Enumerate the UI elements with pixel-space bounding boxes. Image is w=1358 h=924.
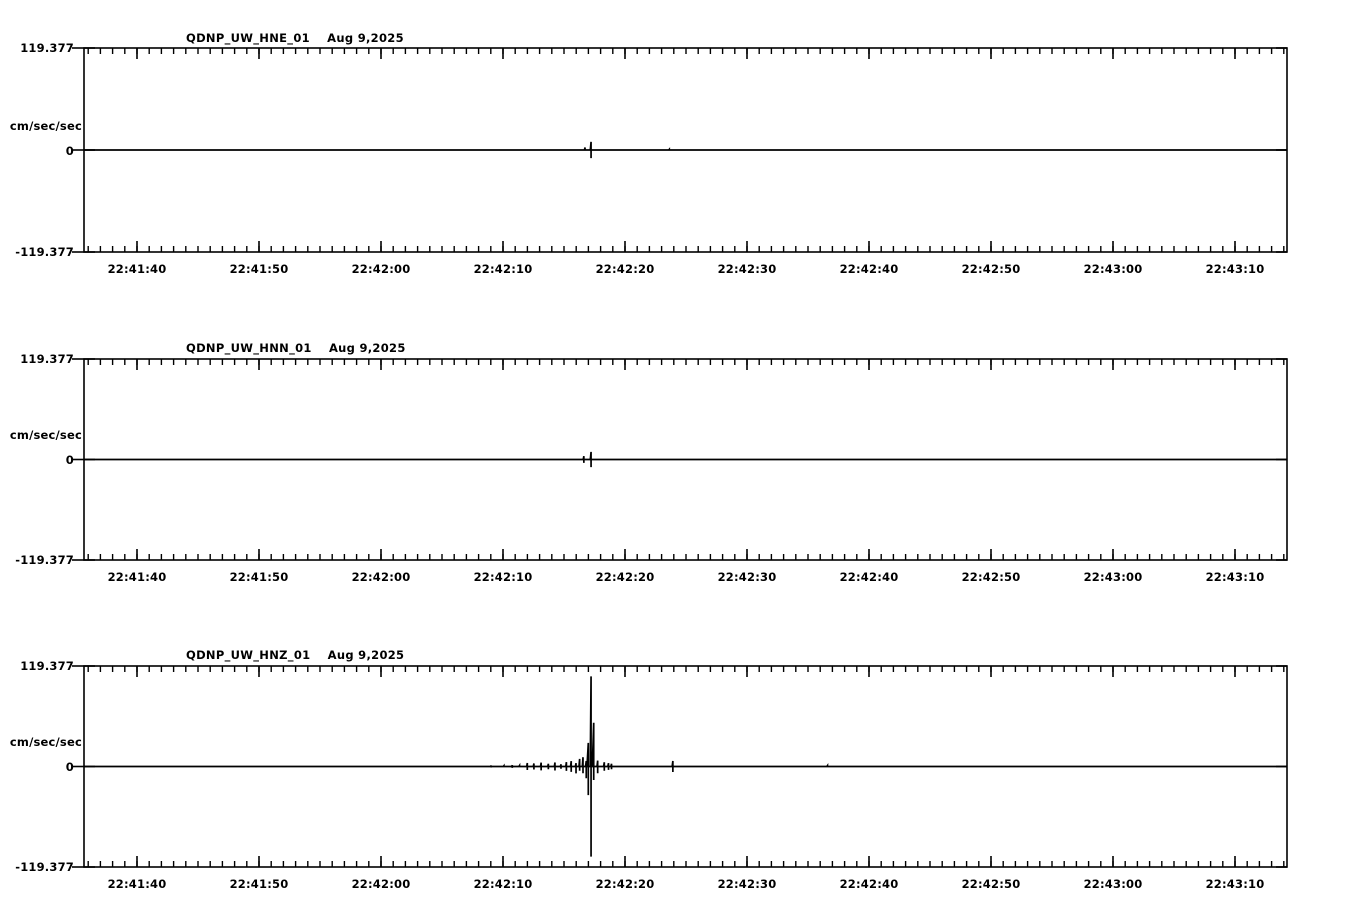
waveform-trace-hne (84, 141, 1287, 159)
x-tick-label: 22:42:20 (596, 570, 655, 584)
y-zero-label: 0 (66, 144, 74, 158)
y-units-label: cm/sec/sec (10, 735, 82, 749)
x-tick-label: 22:42:20 (596, 877, 655, 891)
panel-hnn-ticks (72, 358, 1287, 561)
x-tick-label: 22:42:50 (962, 570, 1021, 584)
x-tick-label: 22:42:30 (718, 570, 777, 584)
x-tick-label: 22:41:50 (230, 262, 289, 276)
panel-hnz: QDNP_UW_HNZ_01 Aug 9,2025 119.377 cm/sec… (0, 618, 1358, 924)
x-tick-label: 22:42:50 (962, 262, 1021, 276)
waveform-trace-hnn (84, 451, 1287, 468)
x-tick-label: 22:42:30 (718, 877, 777, 891)
x-tick-label: 22:41:40 (108, 877, 167, 891)
y-units-label: cm/sec/sec (10, 428, 82, 442)
panel-hnn-ytick-labels: 119.377 cm/sec/sec 0 -119.377 (10, 352, 82, 567)
panel-hnz-title: QDNP_UW_HNZ_01 Aug 9,2025 (186, 648, 405, 662)
x-tick-label: 22:42:10 (474, 570, 533, 584)
x-tick-label: 22:42:30 (718, 262, 777, 276)
panel-hnn-xtick-labels: 22:41:40 22:41:50 22:42:00 22:42:10 22:42:20… (108, 570, 1265, 584)
y-min-label: -119.377 (15, 860, 74, 874)
panel-hne-xtick-labels: 22:41:40 22:41:50 22:42:00 22:42:10 22:42:20… (108, 262, 1265, 276)
panel-hnn-title: QDNP_UW_HNN_01 Aug 9,2025 (186, 341, 406, 355)
panel-hnn-plot: 119.377 cm/sec/sec 0 -119.377 22:41:40 22… (10, 352, 1288, 584)
x-tick-label: 22:42:40 (840, 877, 899, 891)
x-tick-label: 22:42:40 (840, 570, 899, 584)
panel-hne-plot: 119.377 cm/sec/sec 0 -119.377 22:41:40 22… (10, 41, 1288, 276)
y-units-label: cm/sec/sec (10, 119, 82, 133)
panel-hnz-ytick-labels: 119.377 cm/sec/sec 0 -119.377 (10, 659, 82, 874)
x-tick-label: 22:41:50 (230, 570, 289, 584)
x-tick-label: 22:42:00 (352, 570, 411, 584)
panel-hnz-ticks (72, 665, 1287, 868)
y-max-label: 119.377 (20, 352, 74, 366)
panel-hne-title: QDNP_UW_HNE_01 Aug 9,2025 (186, 31, 404, 45)
panel-hnn: QDNP_UW_HNN_01 Aug 9,2025 119.377 cm/sec… (0, 311, 1358, 618)
y-max-label: 119.377 (20, 41, 74, 55)
x-tick-label: 22:42:00 (352, 262, 411, 276)
panel-hnz-plot: 119.377 cm/sec/sec 0 -119.377 22:41:40 22… (10, 659, 1288, 891)
x-tick-label: 22:42:00 (352, 877, 411, 891)
x-tick-label: 22:42:50 (962, 877, 1021, 891)
x-tick-label: 22:42:10 (474, 877, 533, 891)
x-tick-label: 22:42:10 (474, 262, 533, 276)
panel-hne: QDNP_UW_HNE_01 Aug 9,2025 119.377 cm/sec… (0, 0, 1358, 311)
x-tick-label: 22:42:20 (596, 262, 655, 276)
x-tick-label: 22:41:50 (230, 877, 289, 891)
x-tick-label: 22:43:00 (1084, 877, 1143, 891)
x-tick-label: 22:43:10 (1206, 877, 1265, 891)
waveform-trace-hnz (84, 676, 1287, 857)
x-tick-label: 22:42:40 (840, 262, 899, 276)
x-tick-label: 22:41:40 (108, 570, 167, 584)
y-min-label: -119.377 (15, 245, 74, 259)
y-zero-label: 0 (66, 453, 74, 467)
x-tick-label: 22:43:10 (1206, 570, 1265, 584)
x-tick-label: 22:43:00 (1084, 570, 1143, 584)
panel-hnz-xtick-labels: 22:41:40 22:41:50 22:42:00 22:42:10 22:42:20… (108, 877, 1265, 891)
y-min-label: -119.377 (15, 553, 74, 567)
panel-hne-ytick-labels: 119.377 cm/sec/sec 0 -119.377 (10, 41, 82, 259)
panel-hne-ticks (72, 47, 1287, 253)
y-zero-label: 0 (66, 760, 74, 774)
x-tick-label: 22:43:00 (1084, 262, 1143, 276)
x-tick-label: 22:43:10 (1206, 262, 1265, 276)
y-max-label: 119.377 (20, 659, 74, 673)
x-tick-label: 22:41:40 (108, 262, 167, 276)
